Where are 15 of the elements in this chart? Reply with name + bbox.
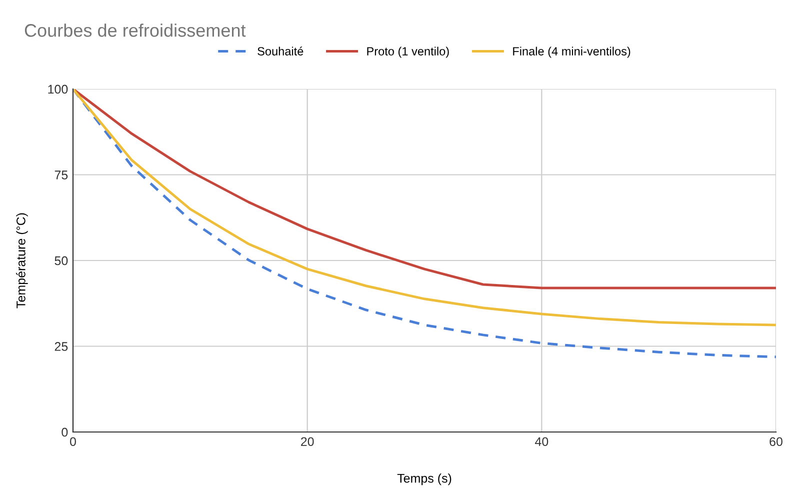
legend-label: Finale (4 mini-ventilos): [513, 46, 630, 58]
y-tick-label: 50: [54, 256, 68, 266]
y-axis-title: Température (°C): [16, 213, 28, 308]
y-tick-label: 25: [54, 342, 68, 351]
x-axis-title: Temps (s): [397, 474, 452, 486]
x-tick-label: 20: [301, 437, 314, 446]
chart-title: Courbes de refroidissement: [24, 24, 246, 37]
x-tick-label: 40: [535, 437, 548, 446]
x-tick-label: 0: [70, 437, 76, 446]
legend-label: Souhaité: [258, 46, 304, 56]
y-tick-label: 75: [54, 170, 68, 180]
x-tick-label: 60: [770, 437, 782, 446]
y-tick-label: 0: [62, 428, 68, 437]
legend-label: Proto (1 ventilo): [367, 46, 449, 58]
y-tick-label: 100: [48, 84, 68, 94]
